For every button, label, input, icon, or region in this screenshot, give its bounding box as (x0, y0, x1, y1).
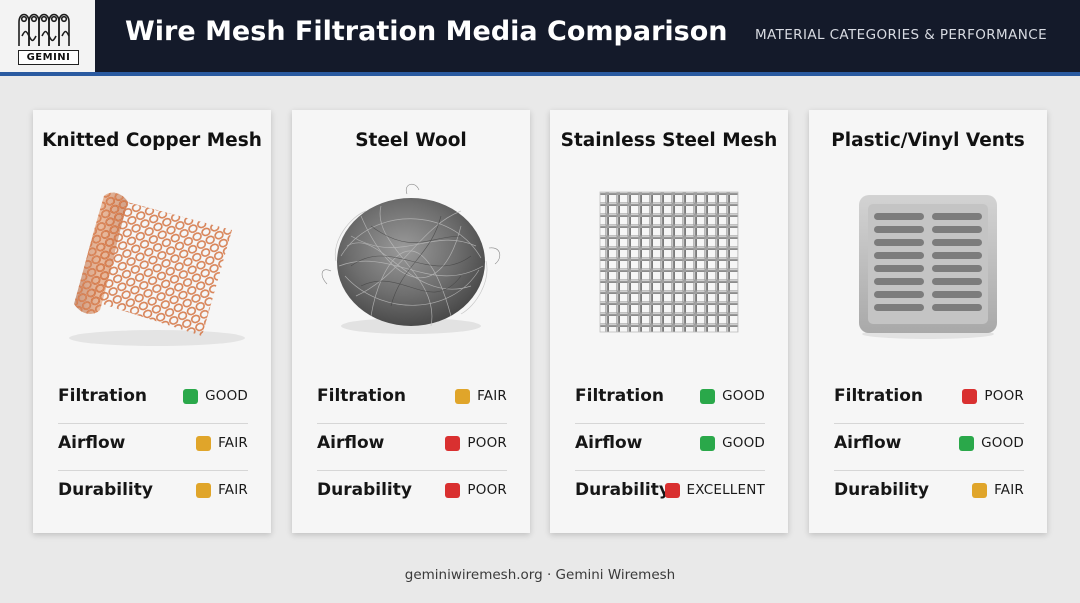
rating-badge: GOOD (700, 388, 765, 404)
card-plastic-vinyl-vents: Plastic/Vinyl Vents (809, 110, 1047, 533)
metric-row-airflow: Airflow GOOD (834, 425, 1024, 471)
metric-label: Airflow (834, 433, 902, 453)
status-dot (959, 435, 975, 451)
rating-text: FAIR (218, 435, 248, 451)
status-dot (700, 388, 716, 404)
steel-wool-icon (311, 166, 511, 366)
metric-row-airflow: Airflow GOOD (575, 425, 765, 471)
status-dot (196, 435, 212, 451)
status-dot (445, 482, 461, 498)
status-dot (700, 435, 716, 451)
gemini-logo: GEMINI (0, 0, 95, 72)
rating-text: FAIR (477, 388, 507, 404)
metric-row-durability: Durability POOR (317, 472, 507, 518)
metric-label: Airflow (317, 433, 385, 453)
rating-text: EXCELLENT (686, 482, 765, 498)
rating-text: GOOD (981, 435, 1024, 451)
metric-row-airflow: Airflow FAIR (58, 425, 248, 471)
metric-row-durability: Durability FAIR (834, 472, 1024, 518)
woven-steel-mesh-icon (569, 166, 769, 366)
rating-badge: POOR (962, 388, 1024, 404)
rating-badge: FAIR (196, 435, 248, 451)
rating-badge: GOOD (183, 388, 248, 404)
rating-text: FAIR (218, 482, 248, 498)
rating-badge: GOOD (700, 435, 765, 451)
metric-label: Filtration (58, 386, 147, 406)
page-subtitle: MATERIAL CATEGORIES & PERFORMANCE (754, 27, 1047, 43)
metric-row-airflow: Airflow POOR (317, 425, 507, 471)
rating-badge: POOR (445, 435, 507, 451)
copper-mesh-roll-icon (52, 166, 252, 366)
status-dot (455, 388, 471, 404)
metric-label: Filtration (575, 386, 664, 406)
metric-label: Durability (58, 480, 153, 500)
metric-row-durability: Durability FAIR (58, 472, 248, 518)
footer-credit: geminiwiremesh.org · Gemini Wiremesh (404, 567, 676, 583)
metric-row-durability: Durability EXCELLENT (575, 472, 765, 518)
metric-label: Filtration (317, 386, 406, 406)
metric-label: Filtration (834, 386, 923, 406)
gemini-logo-icon (18, 13, 70, 46)
metric-row-filtration: Filtration GOOD (575, 378, 765, 424)
status-dot (962, 388, 978, 404)
status-dot (972, 482, 988, 498)
page-header: GEMINI Wire Mesh Filtration Media Compar… (0, 0, 1080, 72)
rating-text: GOOD (722, 435, 765, 451)
rating-text: GOOD (205, 388, 248, 404)
rating-text: POOR (467, 435, 507, 451)
card-title: Steel Wool (355, 130, 467, 151)
header-accent-rule (0, 72, 1080, 76)
status-dot (664, 482, 680, 498)
page-title: Wire Mesh Filtration Media Comparison (125, 16, 728, 47)
logo-text: GEMINI (18, 50, 79, 65)
status-dot (183, 388, 199, 404)
card-title: Stainless Steel Mesh (560, 130, 778, 151)
card-steel-wool: Steel Wool (292, 110, 530, 533)
rating-badge: GOOD (959, 435, 1024, 451)
metric-row-filtration: Filtration POOR (834, 378, 1024, 424)
rating-badge: FAIR (455, 388, 507, 404)
rating-badge: FAIR (196, 482, 248, 498)
status-dot (196, 482, 212, 498)
card-title: Knitted Copper Mesh (42, 130, 262, 151)
card-knitted-copper-mesh: Knitted Copper Mesh Filtration GOOD (33, 110, 271, 533)
plastic-vent-icon (828, 166, 1028, 366)
rating-text: POOR (984, 388, 1024, 404)
rating-text: GOOD (722, 388, 765, 404)
metric-label: Durability (834, 480, 929, 500)
status-dot (445, 435, 461, 451)
card-stainless-steel-mesh: Stainless Steel Mesh Filtration GOOD Air… (550, 110, 788, 533)
card-title: Plastic/Vinyl Vents (831, 130, 1025, 151)
rating-badge: FAIR (972, 482, 1024, 498)
rating-badge: POOR (445, 482, 507, 498)
metric-row-filtration: Filtration GOOD (58, 378, 248, 424)
metric-label: Airflow (575, 433, 643, 453)
rating-text: FAIR (994, 482, 1024, 498)
rating-text: POOR (467, 482, 507, 498)
rating-badge: EXCELLENT (664, 482, 765, 498)
metric-row-filtration: Filtration FAIR (317, 378, 507, 424)
metric-label: Airflow (58, 433, 126, 453)
metric-label: Durability (575, 480, 670, 500)
metric-label: Durability (317, 480, 412, 500)
